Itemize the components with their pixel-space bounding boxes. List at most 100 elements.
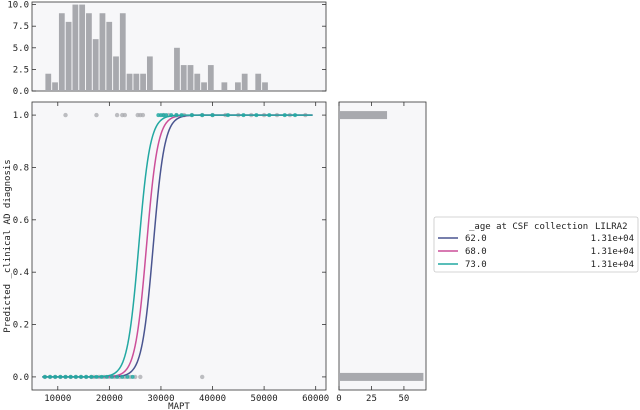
data-point <box>164 113 169 118</box>
fitted-points <box>42 113 298 379</box>
x-tick-label: 60000 <box>302 394 329 404</box>
histogram-bar <box>201 82 207 91</box>
y-tick-label: 5.0 <box>13 44 29 54</box>
data-point <box>94 374 99 379</box>
y-tick-label: 0.8 <box>13 163 29 173</box>
x-tick-label: 20000 <box>96 394 123 404</box>
data-point <box>254 113 259 118</box>
histogram-bar <box>72 4 79 92</box>
data-point <box>200 113 205 118</box>
data-point <box>169 113 174 118</box>
histogram-bar <box>146 56 153 91</box>
data-point <box>58 374 63 379</box>
data-point <box>130 374 135 379</box>
data-point <box>104 374 109 379</box>
data-point <box>241 113 246 118</box>
histogram-bar <box>241 73 248 91</box>
data-point <box>73 374 78 379</box>
histogram-bar <box>255 73 262 91</box>
x-axis-label: MAPT <box>168 402 190 410</box>
y-tick-label: 0.6 <box>13 216 29 226</box>
histogram-bar <box>126 73 133 91</box>
x-tick-label: 50000 <box>251 394 278 404</box>
x-tick-label: 30000 <box>147 394 174 404</box>
data-point <box>109 374 114 379</box>
histogram-bar <box>194 73 201 91</box>
data-point <box>179 113 184 118</box>
data-point <box>68 374 73 379</box>
data-point <box>140 112 146 118</box>
legend-value: 1.31e+04 <box>591 247 634 257</box>
main-plot-background <box>31 101 327 391</box>
histogram-bar <box>339 372 424 381</box>
data-point <box>120 374 125 379</box>
histogram-bar <box>339 111 388 120</box>
data-point <box>99 374 104 379</box>
legend-value: 1.31e+04 <box>591 234 634 244</box>
histogram-bar <box>180 65 187 91</box>
histogram-bar <box>235 82 241 91</box>
top-histogram-bars <box>45 4 268 92</box>
y-tick-label: 7.5 <box>13 22 29 32</box>
histogram-bar <box>133 73 140 91</box>
legend-value: 1.31e+04 <box>591 260 634 270</box>
histogram-bar <box>79 4 86 92</box>
main-x-ticks: 10000 20000 30000 40000 50000 60000 <box>44 102 329 404</box>
histogram-bar <box>86 13 92 91</box>
data-point <box>138 374 143 380</box>
x-tick-label: 10000 <box>44 394 71 404</box>
legend-header-left: _age at CSF collection <box>469 222 588 232</box>
x-tick-label: 25 <box>366 394 377 404</box>
histogram-bar <box>113 56 119 91</box>
right-histogram-background <box>338 101 427 391</box>
data-point <box>114 112 120 118</box>
legend-label: 73.0 <box>465 260 487 270</box>
histogram-bar <box>52 82 58 91</box>
data-point <box>63 112 68 118</box>
histogram-bar <box>262 82 268 91</box>
y-tick-label: 0.0 <box>13 87 29 97</box>
histogram-bar <box>58 13 65 91</box>
data-point <box>84 374 89 379</box>
y-tick-label: 10.0 <box>7 1 29 11</box>
legend-label: 62.0 <box>465 234 487 244</box>
data-point <box>89 374 94 379</box>
histogram-bar <box>99 13 106 91</box>
legend-label: 68.0 <box>465 247 487 257</box>
data-point <box>79 374 83 379</box>
data-point <box>293 113 298 118</box>
right-histogram-panel: 0 25 50 <box>336 101 427 404</box>
data-point <box>200 374 205 380</box>
right-histogram-bars <box>339 111 424 381</box>
histogram-bar <box>119 13 126 91</box>
x-tick-label: 40000 <box>199 394 226 404</box>
data-point <box>282 113 287 118</box>
data-point <box>53 374 58 379</box>
data-point <box>267 113 272 118</box>
data-point <box>125 374 130 379</box>
histogram-bar <box>174 47 180 91</box>
histogram-bar <box>221 82 228 91</box>
main-y-ticks: 0.0 0.2 0.4 0.6 0.8 1.0 <box>13 111 326 383</box>
data-point <box>94 112 99 118</box>
data-point <box>42 374 47 379</box>
y-tick-label: 2.5 <box>13 65 29 75</box>
y-axis-label: Predicted _clinical AD diagnosis <box>3 159 13 332</box>
x-tick-label: 50 <box>399 394 410 404</box>
y-tick-label: 0.0 <box>13 373 29 383</box>
top-histogram-panel: 0.0 2.5 5.0 7.5 10.0 <box>7 1 327 97</box>
data-point <box>115 374 120 379</box>
right-histogram-x-ticks: 0 25 50 <box>336 102 409 404</box>
histogram-bar <box>106 21 113 91</box>
data-point <box>122 112 128 118</box>
histogram-bar <box>207 65 214 91</box>
data-point <box>63 374 68 379</box>
x-tick-label: 0 <box>336 394 341 404</box>
main-plot-panel: 10000 20000 30000 40000 50000 60000 0.0 0.2 0.4… <box>3 101 329 410</box>
data-point <box>174 113 179 118</box>
histogram-bar <box>45 73 52 91</box>
y-tick-label: 0.4 <box>13 268 29 278</box>
histogram-bar <box>65 21 72 91</box>
histogram-bar <box>187 65 194 91</box>
